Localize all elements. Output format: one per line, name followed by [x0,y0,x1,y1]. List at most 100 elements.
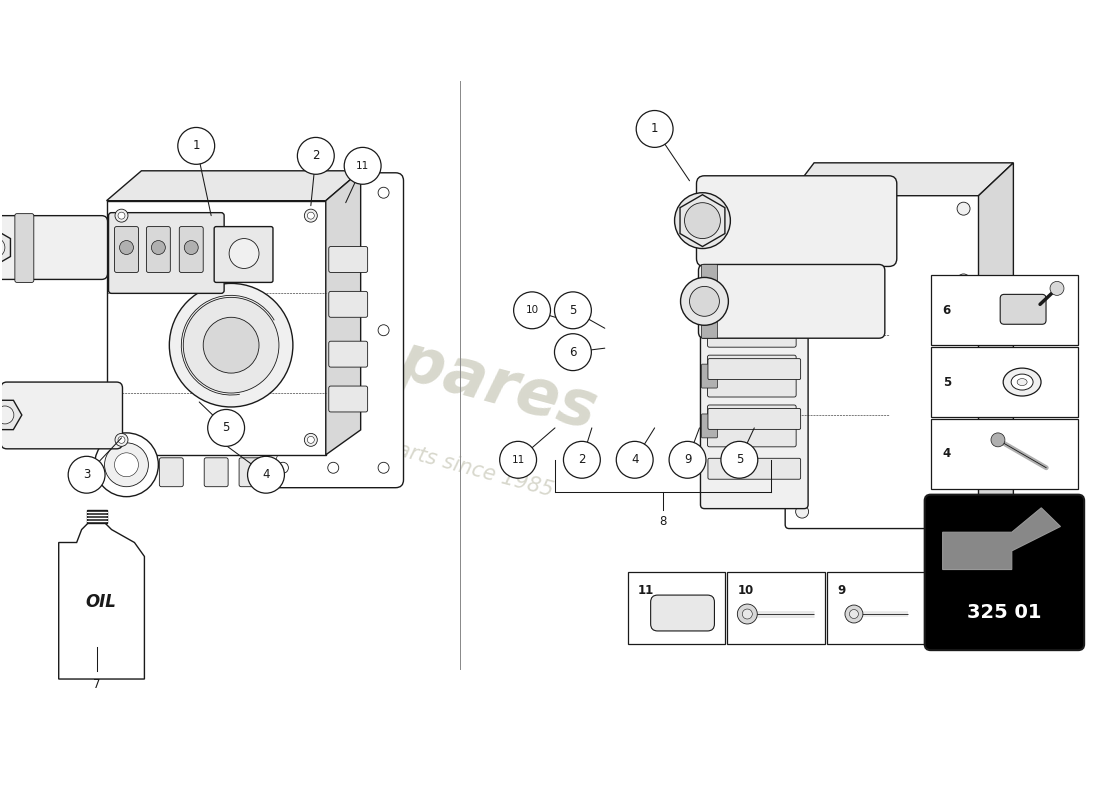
FancyBboxPatch shape [708,409,801,430]
Circle shape [277,462,288,474]
Text: 5: 5 [222,422,230,434]
Text: 11: 11 [638,584,653,598]
FancyBboxPatch shape [205,458,228,486]
FancyBboxPatch shape [702,265,717,288]
Polygon shape [789,163,1013,196]
Circle shape [248,456,285,493]
Circle shape [118,436,125,443]
FancyBboxPatch shape [702,314,717,338]
Text: 11: 11 [356,161,370,171]
Text: 5: 5 [736,454,743,466]
FancyBboxPatch shape [114,226,139,273]
Circle shape [114,453,139,477]
Text: 4: 4 [262,468,270,482]
Circle shape [616,442,653,478]
FancyBboxPatch shape [696,176,896,266]
FancyBboxPatch shape [707,306,796,347]
Circle shape [681,278,728,326]
FancyBboxPatch shape [263,173,404,488]
Circle shape [344,147,381,184]
Circle shape [277,187,288,198]
Circle shape [68,456,106,493]
FancyBboxPatch shape [785,192,982,529]
FancyBboxPatch shape [701,202,808,509]
Circle shape [116,209,128,222]
Text: a passion for parts since 1985: a passion for parts since 1985 [245,399,556,500]
FancyBboxPatch shape [1000,294,1046,324]
FancyBboxPatch shape [702,364,717,388]
FancyBboxPatch shape [160,458,184,486]
Circle shape [184,298,279,393]
Circle shape [554,334,592,370]
FancyBboxPatch shape [329,291,367,318]
Polygon shape [326,170,361,455]
Circle shape [499,442,537,478]
Ellipse shape [1018,378,1027,386]
Bar [628,572,725,644]
FancyBboxPatch shape [0,216,108,279]
FancyBboxPatch shape [109,213,224,294]
Circle shape [305,209,317,222]
Circle shape [690,286,719,316]
Text: OIL: OIL [85,594,116,611]
Circle shape [845,605,862,623]
FancyBboxPatch shape [698,265,884,338]
Circle shape [208,410,244,446]
Text: 10: 10 [737,584,754,598]
Circle shape [229,238,258,269]
FancyBboxPatch shape [329,386,367,412]
Circle shape [0,238,4,258]
Polygon shape [943,508,1060,570]
Text: 4: 4 [943,447,950,460]
Polygon shape [107,170,361,201]
Circle shape [737,604,757,624]
Circle shape [297,138,334,174]
Polygon shape [87,510,107,522]
FancyBboxPatch shape [15,214,34,282]
Circle shape [514,292,550,329]
Circle shape [116,434,128,446]
Bar [931,419,1078,489]
Circle shape [95,433,158,497]
Circle shape [674,193,730,249]
FancyBboxPatch shape [707,405,796,447]
Circle shape [795,505,808,518]
Circle shape [305,434,317,446]
FancyBboxPatch shape [329,342,367,367]
Circle shape [152,241,165,254]
Circle shape [169,283,293,407]
Circle shape [328,462,339,474]
Circle shape [957,505,970,518]
Circle shape [684,202,721,238]
FancyBboxPatch shape [707,255,796,298]
Circle shape [120,241,133,254]
FancyBboxPatch shape [214,226,273,282]
Text: eurospares: eurospares [197,278,604,442]
Circle shape [795,202,808,215]
Bar [931,275,1078,345]
FancyBboxPatch shape [708,458,801,479]
FancyBboxPatch shape [1,382,122,449]
Circle shape [307,212,315,219]
Circle shape [185,241,198,254]
Text: 4: 4 [631,454,638,466]
Circle shape [277,325,288,336]
Polygon shape [58,522,144,679]
Circle shape [378,462,389,474]
FancyBboxPatch shape [707,355,796,397]
Text: 5: 5 [943,375,950,389]
FancyBboxPatch shape [329,246,367,273]
Text: 11: 11 [512,454,525,465]
Text: 2: 2 [312,150,320,162]
Polygon shape [107,201,326,455]
FancyBboxPatch shape [702,414,717,438]
FancyBboxPatch shape [925,494,1085,650]
Circle shape [378,187,389,198]
Circle shape [204,318,258,373]
Text: 3: 3 [82,468,90,482]
Circle shape [636,110,673,147]
FancyBboxPatch shape [708,358,801,379]
Circle shape [563,442,601,478]
Circle shape [554,292,592,329]
Circle shape [742,609,752,619]
